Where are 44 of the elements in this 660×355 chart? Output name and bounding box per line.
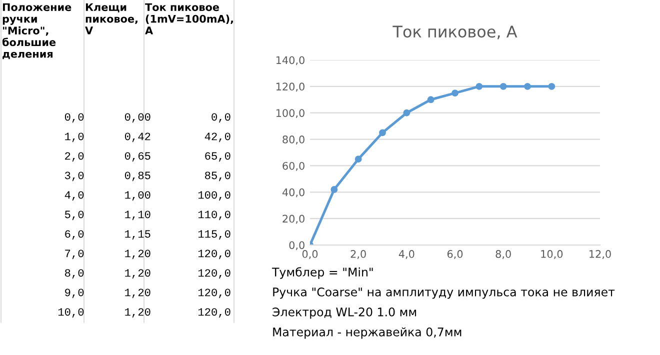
text: Материал - нержавейка 0,7мм <box>273 327 462 339</box>
x-tick-label: 2,0 <box>350 250 366 259</box>
x-tick-label: 6,0 <box>447 250 463 259</box>
text: Тумблер = "Min" <box>272 267 373 279</box>
text: 2,0 0,65 65,0 <box>65 152 230 162</box>
chart-title: Ток пиковое, А <box>392 26 518 40</box>
y-tick-label: 140,0 <box>276 56 304 66</box>
x-tick-label: 0,0 <box>302 250 318 259</box>
point <box>403 109 410 116</box>
text: 4,0 1,00 100,0 <box>64 191 230 201</box>
text: 8,0 1,20 120,0 <box>65 269 230 279</box>
text: Электрод WL-20 1.0 мм <box>272 307 416 319</box>
category-label: Положение ручки "Micro", большие деления <box>2 3 72 60</box>
y-tick-label: 0,0 <box>289 241 304 250</box>
x-tick-label: 4,0 <box>398 250 414 259</box>
text: 10,0 1,20 120,0 <box>58 308 230 318</box>
point <box>524 82 531 90</box>
point <box>330 186 338 193</box>
point <box>379 129 386 136</box>
text: 3,0 0,85 85,0 <box>64 172 230 182</box>
y-tick-label: 120,0 <box>276 82 304 92</box>
y-tick-label: 20,0 <box>282 214 304 224</box>
text: 1,0 0,42 42,0 <box>65 132 230 142</box>
text: 0,0 0,00 0,0 <box>64 113 230 123</box>
category-label: Ток пиковое (1mV=100mA), A <box>145 3 233 34</box>
point <box>354 156 362 163</box>
category-label: Клещи пиковое, V <box>85 3 138 34</box>
y-tick-label: 100,0 <box>276 109 304 118</box>
x-tick-label: 10,0 <box>541 250 563 259</box>
y-tick-label: 80,0 <box>282 136 304 144</box>
text: 9,0 1,20 120,0 <box>65 288 230 298</box>
point <box>476 82 483 90</box>
y-tick-label: 60,0 <box>282 162 304 171</box>
x-tick-label: 12,0 <box>590 250 611 259</box>
text: 6,0 1,15 115,0 <box>65 230 230 240</box>
x-tick-label: 8,0 <box>496 250 511 259</box>
text: Ручка "Coarse" на амплитуду импульса тока не влияет <box>273 287 615 299</box>
text: 7,0 1,20 120,0 <box>65 250 230 260</box>
y-tick-label: 40,0 <box>282 188 304 198</box>
point <box>500 82 507 90</box>
text: 5,0 1,10 110,0 <box>64 210 230 220</box>
point <box>427 96 434 104</box>
point <box>452 90 458 97</box>
point <box>548 82 556 90</box>
